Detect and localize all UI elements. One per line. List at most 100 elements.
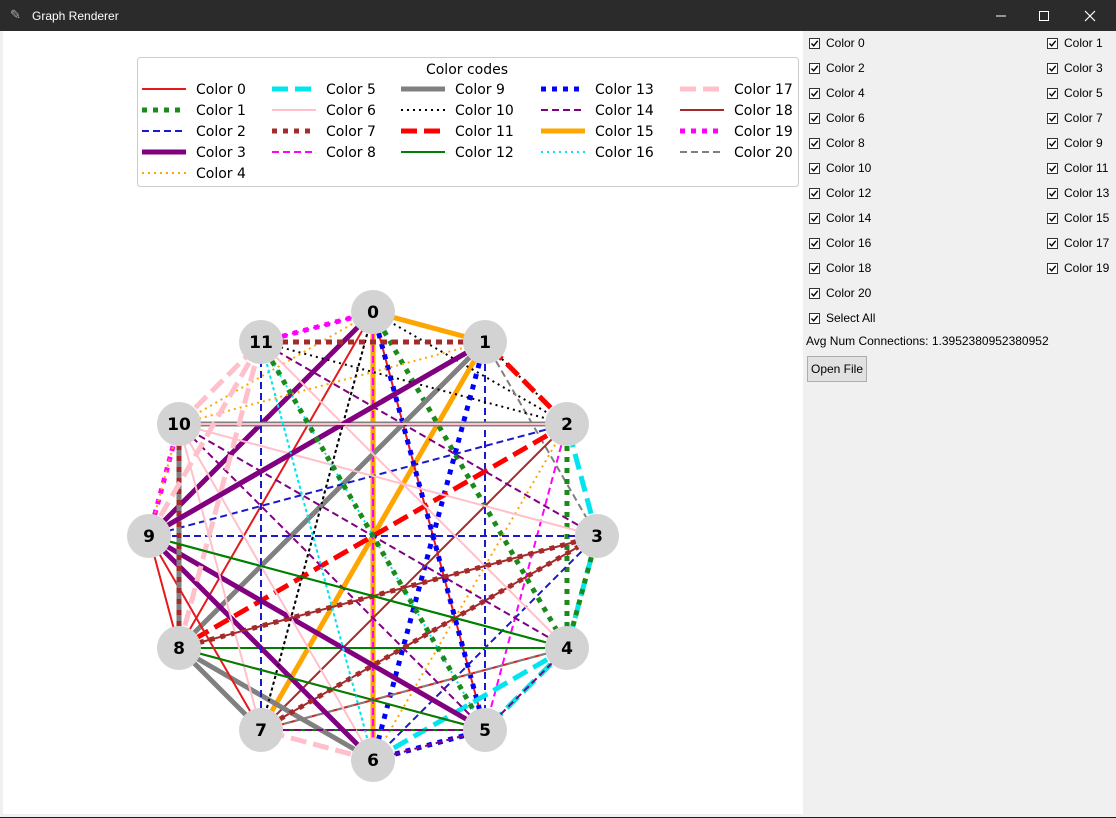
checkmark-icon (810, 289, 819, 297)
checkbox-label: Color 12 (826, 186, 872, 200)
graph-edge (178, 311, 374, 425)
checkbox-color-10[interactable]: Color 10 (809, 160, 871, 176)
graph-edge (260, 341, 568, 649)
checkbox-box[interactable] (1047, 112, 1058, 124)
checkbox-box[interactable] (1047, 137, 1058, 149)
checkbox-color-2[interactable]: Color 2 (809, 60, 865, 76)
legend-label: Color 13 (595, 82, 654, 98)
legend-label: Color 12 (455, 145, 514, 161)
checkbox-color-12[interactable]: Color 12 (809, 185, 871, 201)
checkbox-box[interactable] (809, 87, 820, 99)
checkbox-color-15[interactable]: Color 15 (1047, 210, 1109, 226)
checkbox-color-16[interactable]: Color 16 (809, 235, 871, 251)
checkbox-box[interactable] (1047, 87, 1058, 99)
checkbox-color-18[interactable]: Color 18 (809, 260, 871, 276)
checkbox-box[interactable] (809, 237, 820, 249)
graph-edge (372, 311, 568, 425)
checkmark-icon (810, 164, 819, 172)
legend-label: Color 5 (326, 82, 376, 98)
checkmark-icon (1048, 214, 1057, 222)
checkmark-icon (810, 214, 819, 222)
checkbox-color-11[interactable]: Color 11 (1047, 160, 1108, 176)
graph-nodes: 0 1 2 3 4 5 6 7 8 9 10 11 (127, 290, 619, 782)
checkbox-color-14[interactable]: Color 14 (809, 210, 871, 226)
checkbox-select-all[interactable]: Select All (809, 310, 875, 326)
close-icon (1084, 10, 1096, 21)
legend-entry: Color 12 (401, 145, 514, 161)
checkmark-icon (810, 39, 819, 47)
checkbox-box[interactable] (1047, 187, 1058, 199)
checkmark-icon (1048, 89, 1057, 97)
checkbox-box[interactable] (1047, 37, 1058, 49)
checkmark-icon (1048, 164, 1057, 172)
checkbox-label: Color 10 (826, 161, 872, 175)
close-button[interactable] (1067, 0, 1113, 31)
checkbox-color-17[interactable]: Color 17 (1047, 235, 1109, 251)
legend-entry: Color 19 (680, 124, 793, 140)
minimize-button[interactable] (978, 0, 1024, 31)
legend-entry: Color 11 (401, 124, 514, 140)
checkbox-box[interactable] (809, 112, 820, 124)
checkbox-color-4[interactable]: Color 4 (809, 85, 865, 101)
checkbox-color-1[interactable]: Color 1 (1047, 35, 1103, 51)
checkbox-color-8[interactable]: Color 8 (809, 135, 865, 151)
checkbox-box[interactable] (1047, 237, 1058, 249)
checkbox-box[interactable] (1047, 162, 1058, 174)
checkbox-box[interactable] (809, 137, 820, 149)
checkmark-icon (1048, 139, 1057, 147)
checkbox-color-20[interactable]: Color 20 (809, 285, 871, 301)
checkbox-box[interactable] (809, 262, 820, 274)
node-label: 5 (479, 721, 491, 741)
checkbox-box[interactable] (809, 312, 820, 324)
graph-edge (178, 423, 598, 537)
node-circle (239, 320, 283, 365)
legend-entry: Color 9 (401, 82, 505, 98)
legend-label: Color 18 (734, 103, 793, 119)
maximize-button[interactable] (1021, 0, 1067, 31)
checkbox-color-13[interactable]: Color 13 (1047, 185, 1109, 201)
graph-edge (178, 535, 598, 649)
checkbox-color-7[interactable]: Color 7 (1047, 110, 1103, 126)
checkbox-color-3[interactable]: Color 3 (1047, 60, 1103, 76)
node-label: 1 (479, 333, 491, 353)
legend-entry: Color 17 (680, 82, 793, 98)
minimize-icon (996, 15, 1006, 16)
open-file-button[interactable]: Open File (807, 356, 867, 382)
checkbox-box[interactable] (1047, 262, 1058, 274)
checkbox-label: Color 3 (1064, 61, 1103, 75)
checkbox-box[interactable] (809, 37, 820, 49)
node-circle (157, 626, 202, 670)
graph-node: 6 (351, 738, 395, 782)
checkbox-color-5[interactable]: Color 5 (1047, 85, 1103, 101)
checkbox-color-0[interactable]: Color 0 (809, 35, 865, 51)
checkbox-box[interactable] (809, 287, 820, 299)
graph-edge (371, 645, 569, 763)
checkbox-box[interactable] (1047, 62, 1058, 74)
checkmark-icon (810, 314, 819, 322)
node-label: 10 (167, 415, 191, 435)
graph-node: 11 (239, 320, 283, 365)
node-label: 4 (561, 639, 573, 659)
graph-node: 10 (157, 402, 202, 446)
node-circle (575, 514, 619, 558)
graph-edge (370, 310, 570, 650)
graph-edge (178, 423, 374, 761)
checkbox-box[interactable] (809, 187, 820, 199)
checkmark-icon (810, 64, 819, 72)
checkbox-color-6[interactable]: Color 6 (809, 110, 865, 126)
checkbox-color-19[interactable]: Color 19 (1047, 260, 1109, 276)
checkbox-label: Color 0 (826, 36, 865, 50)
checkbox-box[interactable] (1047, 212, 1058, 224)
node-circle (351, 738, 395, 782)
legend-title: Color codes (426, 62, 508, 78)
legend-label: Color 17 (734, 82, 793, 98)
checkbox-box[interactable] (809, 162, 820, 174)
checkbox-box[interactable] (809, 62, 820, 74)
graph-edge (260, 311, 374, 731)
graph-node: 5 (463, 707, 507, 752)
checkbox-box[interactable] (809, 212, 820, 224)
legend-entry: Color 3 (142, 145, 246, 161)
legend-label: Color 1 (196, 103, 246, 119)
graph-edge (372, 311, 486, 731)
checkbox-color-9[interactable]: Color 9 (1047, 135, 1103, 151)
